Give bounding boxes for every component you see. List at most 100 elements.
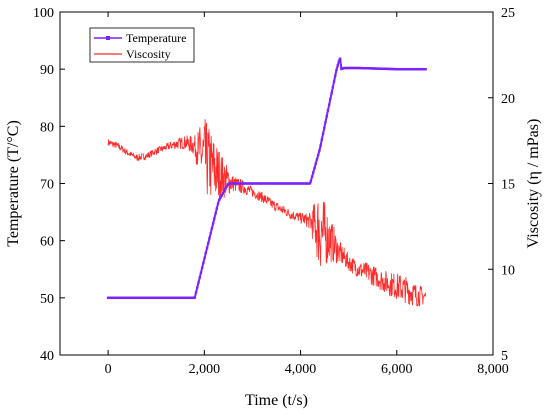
temperature-point: [238, 182, 242, 185]
temperature-point: [188, 296, 192, 300]
temperature-point: [203, 256, 206, 260]
temperature-point: [128, 296, 132, 300]
temperature-point: [133, 296, 137, 300]
temperature-point: [255, 182, 259, 185]
temperature-point: [363, 67, 366, 70]
temperature-point: [144, 296, 148, 300]
temperature-point: [321, 132, 325, 135]
temperature-point: [298, 182, 302, 185]
temperature-point: [280, 182, 283, 185]
temperature-point: [332, 80, 336, 83]
temperature-point: [370, 67, 374, 70]
temperature-point: [251, 182, 254, 185]
temperature-point: [343, 66, 347, 70]
temperature-point: [318, 149, 321, 152]
temperature-point: [189, 296, 193, 300]
temperature-point: [334, 74, 337, 77]
temperature-point: [183, 296, 187, 300]
temperature-point: [305, 182, 309, 185]
temperature-point: [359, 66, 363, 70]
temperature-point: [382, 67, 386, 70]
temperature-point: [400, 67, 403, 71]
temperature-point: [110, 296, 113, 300]
temperature-point: [120, 296, 123, 300]
temperature-point: [194, 291, 198, 294]
temperature-point: [174, 296, 177, 300]
temperature-point: [202, 261, 205, 265]
temperature-point: [266, 182, 270, 185]
temperature-point: [241, 182, 244, 185]
temperature-point: [352, 66, 355, 70]
temperature-point: [335, 68, 338, 72]
temperature-point: [159, 296, 162, 300]
temperature-point: [139, 296, 143, 300]
temperature-point: [253, 182, 256, 185]
temperature-point: [346, 66, 349, 70]
temperature-point: [418, 67, 421, 71]
temperature-point: [138, 296, 142, 300]
temperature-point: [176, 296, 179, 300]
temperature-point: [127, 296, 131, 300]
x-tick-label: 0: [105, 362, 112, 377]
temperature-point: [325, 115, 328, 118]
x-tick-label: 8,000: [477, 362, 509, 377]
temperature-point: [314, 162, 317, 165]
temperature-point: [231, 182, 234, 185]
temperature-point: [108, 296, 111, 300]
temperature-point: [407, 67, 410, 71]
temperature-point: [226, 183, 229, 186]
temperature-point: [166, 296, 170, 300]
temperature-point: [393, 67, 397, 71]
temperature-point: [286, 182, 289, 185]
temperature-point: [375, 67, 378, 70]
temperature-point: [153, 296, 156, 300]
temperature-point: [292, 182, 295, 185]
temperature-point: [136, 296, 139, 300]
temperature-point: [200, 266, 204, 269]
temperature-point: [220, 194, 223, 197]
temperature-point: [323, 126, 326, 130]
temperature-point: [357, 66, 360, 70]
temperature-point: [365, 67, 369, 70]
y-axis-right-title: Viscosity (η / mPas): [525, 119, 542, 249]
temperature-point: [356, 66, 359, 70]
temperature-point: [423, 67, 426, 71]
temperature-point: [279, 182, 282, 185]
temperature-point: [213, 217, 216, 220]
temperature-point: [290, 182, 293, 185]
temperature-point: [170, 296, 173, 300]
temperature-point: [276, 182, 280, 185]
temperature-point: [371, 67, 375, 70]
temperature-point: [207, 241, 210, 245]
temperature-point: [185, 296, 188, 300]
temperature-point: [304, 182, 308, 185]
temperature-point: [237, 182, 240, 185]
temperature-point: [171, 296, 175, 300]
temperature-point: [249, 182, 253, 185]
temperature-point: [360, 66, 364, 70]
temperature-point: [131, 296, 134, 300]
temperature-point: [341, 67, 344, 70]
temperature-point: [385, 67, 388, 71]
temperature-point: [227, 182, 231, 185]
temperature-point: [156, 296, 160, 300]
temperature-point: [307, 182, 310, 185]
temperature-point: [408, 67, 411, 71]
temperature-point: [373, 67, 376, 70]
temperature-point: [169, 296, 172, 300]
y-left-tick-label: 70: [40, 178, 54, 193]
temperature-point: [230, 182, 233, 185]
temperature-point: [302, 182, 305, 185]
temperature-point: [284, 182, 287, 185]
temperature-point: [268, 182, 271, 185]
temperature-point: [180, 296, 183, 300]
temperature-point: [287, 182, 291, 185]
temperature-point: [422, 67, 425, 71]
temperature-point: [137, 296, 140, 300]
temperature-point: [320, 138, 324, 141]
temperature-point: [362, 66, 365, 70]
temperature-point: [264, 182, 267, 185]
temperature-point: [216, 202, 220, 205]
legend-box: [89, 27, 195, 63]
temperature-point: [342, 66, 346, 70]
